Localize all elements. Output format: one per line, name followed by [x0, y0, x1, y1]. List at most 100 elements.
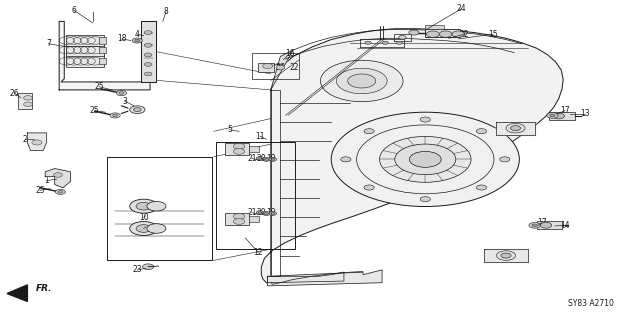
Circle shape [553, 113, 564, 119]
Text: 19: 19 [266, 208, 276, 217]
Circle shape [132, 38, 143, 43]
Bar [108, 157, 212, 260]
Bar [426, 25, 445, 29]
Text: 18: 18 [117, 35, 126, 44]
Circle shape [476, 129, 487, 134]
Circle shape [262, 157, 270, 161]
Circle shape [269, 157, 276, 161]
Text: 25: 25 [35, 186, 45, 195]
Circle shape [499, 157, 510, 162]
Circle shape [134, 108, 141, 112]
Circle shape [420, 197, 431, 202]
Text: 17: 17 [561, 106, 570, 115]
Bar [249, 216, 259, 222]
Circle shape [364, 129, 374, 134]
Bar [66, 35, 104, 46]
Circle shape [540, 222, 552, 228]
Circle shape [269, 212, 276, 215]
Polygon shape [7, 285, 27, 301]
Circle shape [396, 41, 403, 44]
Text: 9: 9 [141, 224, 146, 233]
Circle shape [258, 212, 262, 213]
Circle shape [357, 125, 494, 194]
Circle shape [364, 185, 374, 190]
Text: 4: 4 [135, 30, 140, 39]
Text: 22: 22 [290, 63, 299, 72]
Bar [66, 44, 104, 56]
Circle shape [547, 113, 558, 118]
Text: 8: 8 [164, 7, 168, 16]
Text: 23: 23 [132, 265, 142, 275]
Text: 24: 24 [457, 4, 466, 13]
Text: 11: 11 [255, 132, 265, 140]
Text: 6: 6 [71, 6, 76, 15]
Text: 17: 17 [538, 218, 547, 227]
Circle shape [32, 140, 42, 145]
Circle shape [427, 31, 440, 37]
Polygon shape [59, 21, 150, 90]
Circle shape [382, 41, 389, 44]
Circle shape [529, 222, 540, 228]
Circle shape [110, 113, 120, 118]
Polygon shape [268, 272, 344, 283]
Text: 20: 20 [257, 154, 266, 163]
Circle shape [271, 158, 275, 160]
Circle shape [276, 65, 285, 70]
Text: 10: 10 [139, 213, 148, 222]
Text: 14: 14 [561, 221, 570, 230]
Circle shape [510, 125, 520, 131]
Text: SY83 A2710: SY83 A2710 [568, 299, 614, 308]
Circle shape [24, 96, 32, 100]
Text: 25: 25 [90, 106, 99, 115]
Polygon shape [141, 21, 157, 82]
Circle shape [341, 157, 351, 162]
Text: 26: 26 [10, 89, 20, 98]
Circle shape [501, 253, 511, 258]
Circle shape [506, 123, 525, 133]
Circle shape [380, 136, 471, 182]
Circle shape [145, 53, 152, 57]
Circle shape [420, 117, 431, 122]
Text: 20: 20 [257, 208, 266, 217]
Circle shape [262, 212, 270, 215]
Circle shape [135, 39, 140, 42]
Circle shape [145, 31, 152, 35]
Polygon shape [27, 133, 47, 150]
Bar [225, 143, 249, 155]
Circle shape [54, 173, 62, 177]
Text: 15: 15 [489, 30, 498, 39]
Circle shape [58, 191, 63, 193]
Bar [249, 146, 259, 152]
Text: 21: 21 [247, 154, 257, 163]
Circle shape [136, 225, 152, 232]
Text: 22: 22 [460, 30, 469, 39]
Circle shape [119, 92, 124, 94]
Bar [258, 63, 274, 72]
Text: 16: 16 [285, 49, 295, 58]
Circle shape [117, 91, 127, 96]
Circle shape [262, 63, 273, 68]
Bar [66, 55, 104, 67]
Text: 13: 13 [581, 109, 590, 118]
Text: 5: 5 [227, 125, 232, 134]
Text: 19: 19 [266, 154, 276, 163]
Circle shape [395, 144, 456, 175]
Circle shape [320, 60, 403, 102]
Circle shape [143, 264, 154, 270]
Circle shape [233, 148, 245, 154]
Circle shape [264, 212, 268, 214]
Polygon shape [496, 122, 534, 134]
Text: 12: 12 [254, 248, 263, 257]
Circle shape [271, 212, 275, 214]
Circle shape [256, 211, 264, 214]
Text: 24: 24 [276, 63, 285, 72]
Bar [215, 142, 295, 249]
Polygon shape [271, 50, 293, 90]
Circle shape [145, 44, 152, 47]
Bar [99, 47, 106, 53]
Circle shape [452, 31, 464, 37]
Bar [99, 58, 106, 64]
Circle shape [233, 213, 245, 219]
Circle shape [348, 74, 376, 88]
Polygon shape [261, 29, 563, 285]
